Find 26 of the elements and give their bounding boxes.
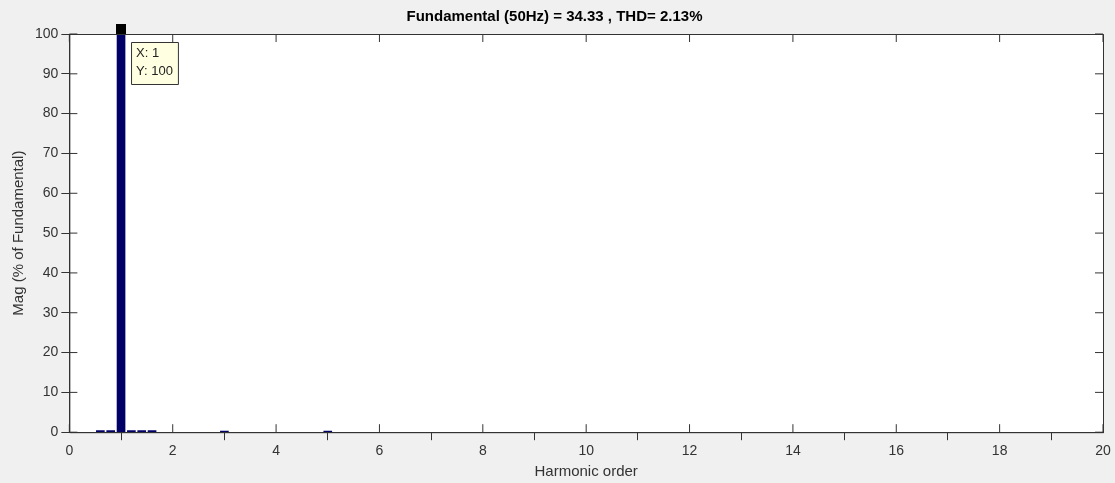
- y-tick-label: 80: [42, 104, 59, 121]
- x-tick-label: 12: [681, 442, 698, 459]
- y-tick-label: 30: [42, 303, 59, 320]
- x-tick-label: 10: [578, 442, 595, 459]
- y-tick-label: 70: [42, 144, 59, 161]
- x-tick-label: 14: [785, 442, 801, 459]
- x-tick-label: 20: [1095, 442, 1111, 459]
- y-tick-label: 20: [42, 343, 59, 360]
- x-tick-label: 16: [888, 442, 905, 459]
- y-tick-label: 50: [42, 223, 59, 240]
- y-axis-title: Mag (% of Fundamental): [9, 150, 27, 316]
- y-tick-label: 60: [42, 184, 59, 201]
- x-tick-label: 18: [991, 442, 1008, 459]
- x-tick-label: 4: [272, 442, 281, 459]
- x-tick-label: 8: [478, 442, 487, 459]
- y-tick-label: 40: [42, 263, 59, 280]
- x-tick-label: 2: [168, 442, 177, 459]
- x-axis-title: Harmonic order: [534, 462, 638, 480]
- y-tick-label: 10: [42, 383, 59, 400]
- x-tick-label: 0: [65, 442, 74, 459]
- x-tick-label: 6: [375, 442, 384, 459]
- chart-title: Fundamental (50Hz) = 34.33 , THD= 2.13%: [406, 7, 703, 25]
- y-tick-label: 90: [42, 64, 59, 81]
- y-tick-label: 100: [35, 24, 59, 41]
- y-tick-label: 0: [50, 423, 59, 440]
- annotation: X: 1 Y: 100: [136, 45, 173, 79]
